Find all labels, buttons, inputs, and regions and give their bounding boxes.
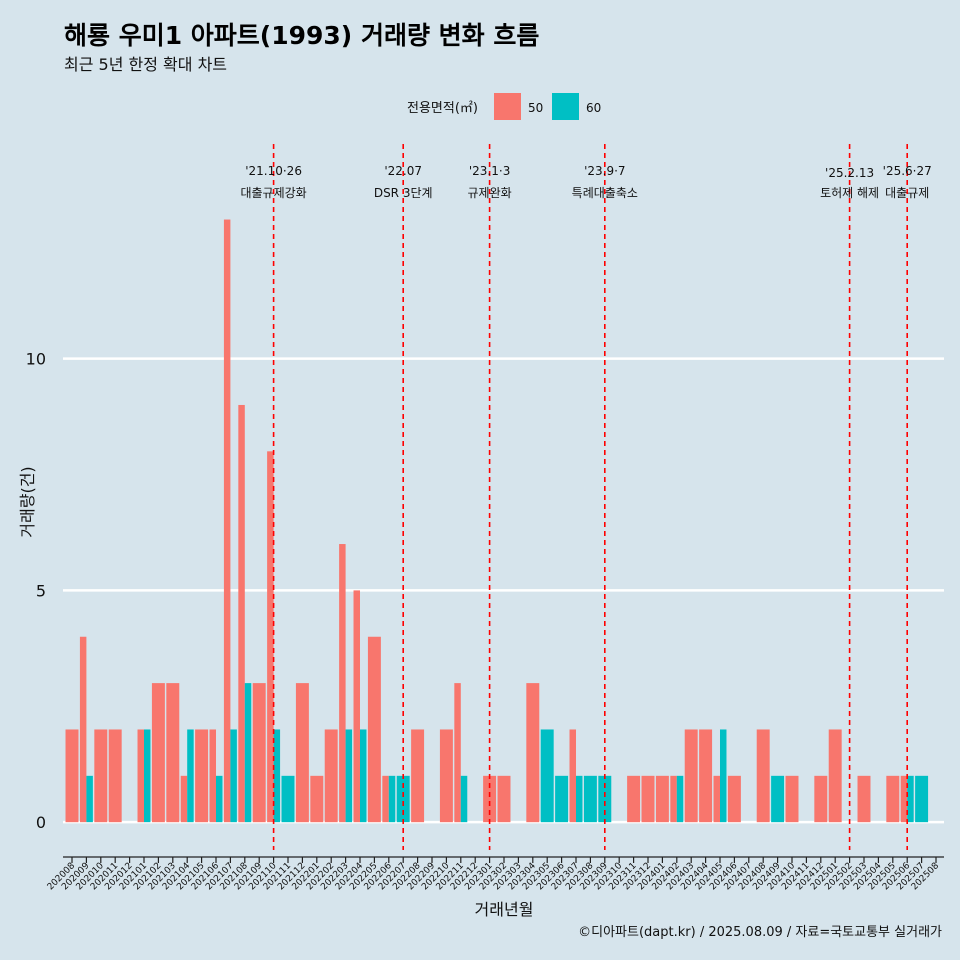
bar-50-202503	[857, 775, 871, 823]
bar-50-202104	[180, 775, 188, 823]
bar-60-202207	[396, 775, 410, 823]
bar-60-202405	[720, 729, 727, 823]
bar-60-202106	[216, 775, 223, 823]
y-axis-title: 거래량(건)	[18, 466, 37, 537]
event-date: '21.10·26	[245, 164, 302, 178]
event-date: '23.1·3	[469, 164, 510, 178]
bar-60-202506	[907, 775, 914, 823]
legend: 전용면적(㎡) 50 60	[407, 93, 601, 120]
bar-50-202206	[382, 775, 389, 823]
bar-50-202506	[900, 775, 908, 823]
bar-60-202107	[230, 729, 237, 823]
bar-60-202110	[273, 729, 281, 823]
bar-50-202312	[641, 775, 655, 823]
bar-50-202401	[655, 775, 669, 823]
bar-50-202410	[785, 775, 799, 823]
bar-50-202210	[439, 729, 453, 823]
bar-50-202102	[151, 683, 165, 823]
legend-swatch-50	[494, 93, 521, 120]
bar-60-202009	[86, 775, 93, 823]
bar-60-202104	[187, 729, 194, 823]
bar-50-202112	[295, 683, 309, 823]
bar-50-202108	[238, 404, 245, 823]
bar-50-202403	[684, 729, 698, 823]
bar-50-202405	[713, 775, 720, 823]
bar-50-202304	[526, 683, 540, 823]
bar-50-202110	[267, 451, 274, 823]
bar-50-202009	[79, 636, 87, 823]
bar-60-202306	[555, 775, 569, 823]
bar-50-202203	[339, 544, 346, 823]
event-label: 특례대출축소	[572, 186, 638, 200]
bar-50-202307	[569, 729, 576, 823]
bar-50-202103	[166, 683, 180, 823]
bar-50-202008	[65, 729, 79, 823]
y-tick-label: 5	[36, 581, 46, 600]
bar-50-202302	[497, 775, 511, 823]
bar-60-202111	[281, 775, 295, 823]
x-axis: 2020082020092020102020112020122021012021…	[46, 856, 944, 892]
bar-60-202203	[345, 729, 353, 823]
bar-50-202408	[756, 729, 770, 823]
bar-60-202108	[244, 683, 252, 823]
event-label: 토허제 해제	[820, 186, 879, 200]
bar-50-202311	[627, 775, 641, 823]
event-date: '25.2.13	[825, 166, 874, 180]
bar-50-202211	[454, 683, 461, 823]
bar-50-202208	[411, 729, 425, 823]
y-axis-ticks: 0 5 10	[26, 350, 46, 833]
bar-50-202101	[137, 729, 144, 823]
bar-50-202202	[324, 729, 338, 823]
bar-50-202105	[195, 729, 209, 823]
bar-60-202409	[771, 775, 785, 823]
chart-subtitle: 최근 5년 한정 확대 차트	[64, 55, 227, 74]
event-date: '25.6·27	[883, 164, 932, 178]
event-date: '23.9·7	[584, 164, 625, 178]
event-label: 규제완화	[468, 186, 512, 200]
x-axis-title: 거래년월	[475, 900, 534, 919]
bar-60-202204	[360, 729, 367, 823]
bar-50-202412	[814, 775, 828, 823]
chart-title: 해룡 우미1 아파트(1993) 거래량 변화 흐름	[64, 21, 539, 50]
bar-60-202507	[915, 775, 929, 823]
bar-60-202206	[388, 775, 396, 823]
bar-60-202101	[144, 729, 151, 823]
y-tick-label: 0	[36, 813, 46, 832]
bar-50-202201	[310, 775, 324, 823]
bar-50-202204	[353, 590, 360, 823]
bar-50-202301	[483, 775, 497, 823]
bar-50-202501	[828, 729, 842, 823]
legend-title: 전용면적(㎡)	[407, 101, 478, 116]
bar-60-202308	[583, 775, 597, 823]
event-lines: '21.10·26 대출규제강화 '22.07 DSR 3단계 '23.1·3 규제완화 '…	[240, 144, 932, 850]
bar-50-202505	[886, 775, 900, 823]
bar-60-202305	[540, 729, 554, 823]
event-label: DSR 3단계	[374, 186, 433, 200]
event-date: '22.07	[384, 164, 422, 178]
bar-50-202402	[670, 775, 677, 823]
bar-50-202107	[223, 219, 231, 823]
bar-50-202406	[727, 775, 741, 823]
bar-60-202309	[598, 775, 612, 823]
bar-50-202205	[367, 636, 381, 823]
legend-label-60: 60	[586, 101, 601, 115]
event-label: 대출규제	[885, 186, 929, 200]
legend-swatch-60	[552, 93, 579, 120]
bars	[65, 219, 929, 823]
bar-50-202106	[209, 729, 216, 823]
bar-60-202307	[576, 775, 583, 823]
legend-label-50: 50	[528, 101, 543, 115]
bar-50-202010	[94, 729, 108, 823]
bar-60-202402	[676, 775, 684, 823]
bar-50-202109	[252, 683, 266, 823]
event-label: 대출규제강화	[240, 186, 306, 200]
caption: ©디아파트(dapt.kr) / 2025.08.09 / 자료=국토교통부 실…	[578, 925, 942, 940]
bar-60-202211	[460, 775, 468, 823]
bar-50-202011	[108, 729, 122, 823]
bar-50-202404	[699, 729, 713, 823]
y-tick-label: 10	[26, 350, 46, 369]
